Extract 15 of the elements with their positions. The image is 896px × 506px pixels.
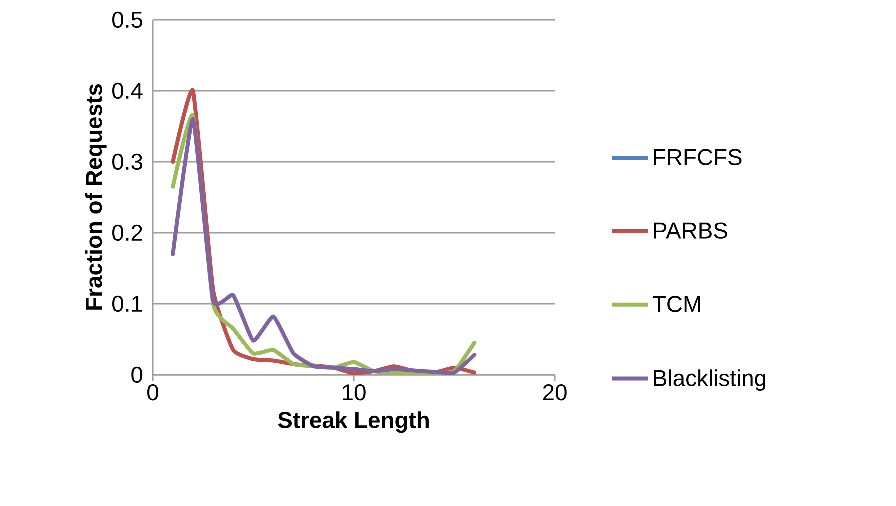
y-tick-label: 0.1 bbox=[112, 296, 142, 312]
x-tick-label: 0 bbox=[148, 384, 158, 401]
y-tick-label: 0.5 bbox=[112, 12, 143, 28]
legend-label: PARBS bbox=[654, 222, 728, 239]
y-tick-label: 0 bbox=[132, 366, 143, 384]
y-tick-label: 0.3 bbox=[112, 154, 142, 170]
legend-label: Blacklisting bbox=[654, 370, 766, 392]
x-tick-label: 10 bbox=[343, 384, 366, 401]
x-axis-title: Streak Length bbox=[278, 412, 429, 434]
legend-label: TCM bbox=[652, 296, 700, 312]
x-tick-label: 20 bbox=[543, 384, 567, 401]
y-tick-label: 0.2 bbox=[112, 224, 142, 242]
y-axis-title: Fraction of Requests bbox=[85, 84, 107, 310]
legend-label: FRFCFS bbox=[654, 149, 742, 166]
y-tick-label: 0.4 bbox=[112, 82, 143, 100]
